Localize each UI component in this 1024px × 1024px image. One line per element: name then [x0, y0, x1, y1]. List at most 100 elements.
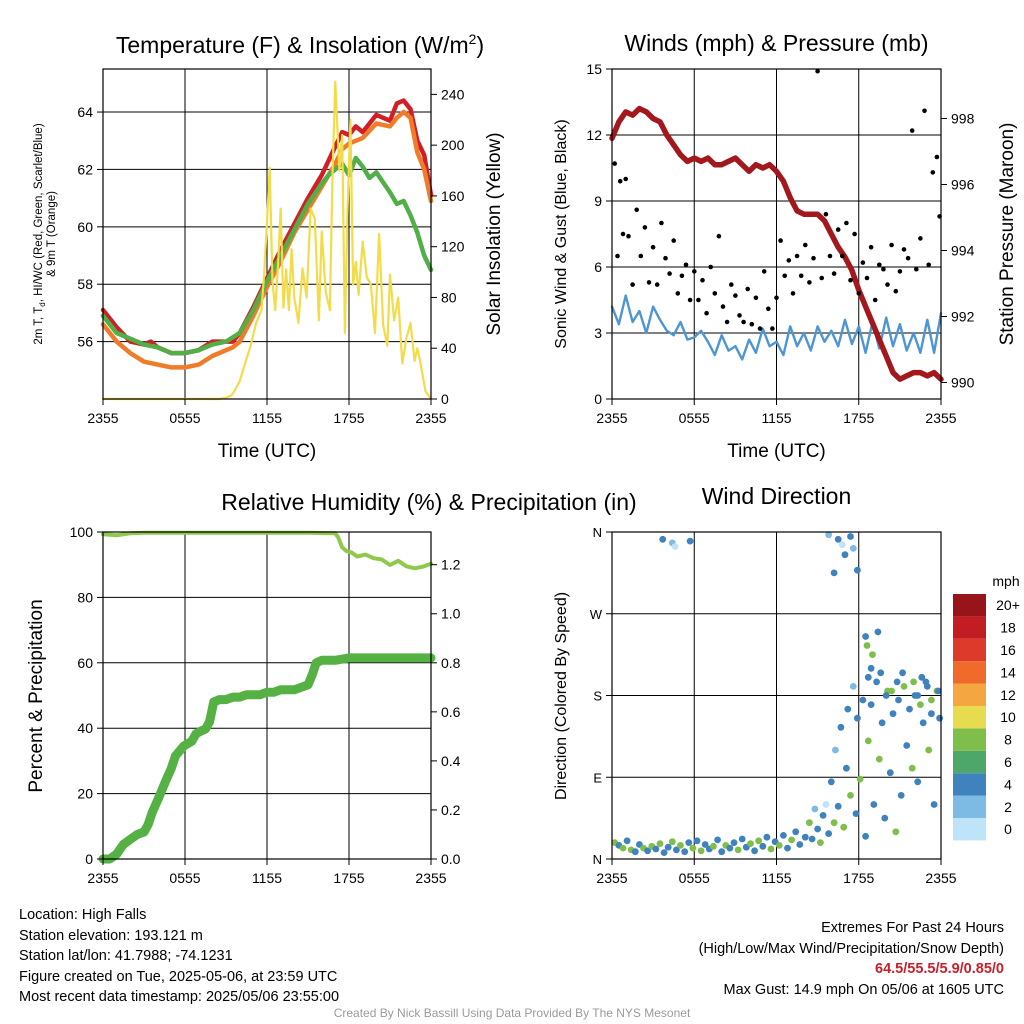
- wind-direction-point: [874, 628, 882, 636]
- gust-point: [634, 207, 639, 213]
- title-close: ): [476, 32, 484, 58]
- wind-direction-point: [930, 801, 938, 808]
- gust-point: [667, 271, 672, 276]
- wind-direction-point: [822, 801, 830, 808]
- y-tick-label-right: 998: [951, 111, 975, 127]
- legend-label: 8: [1004, 732, 1012, 748]
- gust-point: [630, 282, 635, 287]
- chart-title-wind-direction: Wind Direction: [702, 483, 852, 509]
- extremes-info: Extremes For Past 24 Hours (High/Low/Max…: [699, 918, 1004, 1000]
- wind-direction-point: [659, 535, 667, 543]
- gust-point: [675, 291, 681, 296]
- wind-direction-point: [914, 692, 922, 699]
- extremes-legend: (High/Low/Max Wind/Precipitation/Snow De…: [698, 940, 1004, 957]
- y-axis-label-right: Solar Insolation (Yellow): [484, 132, 505, 335]
- wind-direction-point: [838, 541, 846, 549]
- legend-label: 2: [1004, 799, 1012, 815]
- wind-direction-point: [814, 825, 821, 833]
- gust-point: [708, 264, 713, 270]
- gust-point: [901, 247, 907, 252]
- y-axis-label-left-text: Sonic Wind & Gust (Blue, Black): [553, 119, 570, 348]
- y-axis-label-line1: 2m T, Td, HI/WC (Red, Green, Scarlet/Blu…: [33, 123, 47, 344]
- gust-point: [864, 275, 870, 281]
- y-axis-label-left-text: Direction (Colored By Speed): [553, 592, 570, 800]
- latlon-text: Station lat/lon: 41.7988; -74.1231: [19, 948, 233, 964]
- gust-point: [803, 242, 808, 248]
- y-tick-label-left: 64: [77, 104, 93, 120]
- gust-point: [881, 266, 886, 272]
- wind-direction-point: [784, 844, 791, 852]
- wind-direction-point: [914, 778, 922, 786]
- elevation-text: Station elevation: 193.121 m: [19, 927, 203, 944]
- gust-point: [687, 297, 693, 303]
- wind-direction-point: [863, 642, 871, 649]
- wind-direction-point: [817, 839, 824, 846]
- wind-direction-point: [849, 545, 857, 552]
- wind-direction-point: [714, 836, 721, 844]
- gust-point: [612, 161, 617, 166]
- wind-direction-point: [775, 842, 783, 849]
- wind-direction-point: [925, 746, 933, 754]
- wind-direction-point: [734, 846, 742, 854]
- y-tick-label-right: 40: [441, 340, 457, 356]
- wind-direction-point: [881, 814, 889, 822]
- y-tick-label-right: 990: [951, 375, 975, 391]
- wind-direction-point: [843, 764, 850, 772]
- wind-direction-point: [873, 678, 880, 686]
- wind-direction-point: [864, 737, 872, 745]
- series-line-sonic-wind: [610, 294, 943, 361]
- gust-point: [823, 211, 829, 217]
- x-tick-label: 2355: [596, 410, 627, 426]
- gust-point: [712, 291, 718, 296]
- legend-label: 4: [1004, 776, 1012, 792]
- legend-label: 16: [1000, 642, 1016, 658]
- wind-direction-point: [811, 805, 819, 813]
- wind-direction-point: [801, 833, 809, 841]
- wind-direction-point: [854, 566, 861, 574]
- y-tick-label-right: 0.8: [441, 655, 461, 671]
- wind-direction-point: [918, 673, 926, 681]
- gust-point: [646, 280, 652, 285]
- gust-point: [848, 277, 853, 283]
- wind-direction-point: [792, 828, 800, 836]
- gust-point: [663, 255, 668, 261]
- y-tick-label-left: 40: [77, 720, 93, 736]
- wind-direction-point: [862, 832, 869, 840]
- gust-point: [720, 304, 726, 309]
- y-tick-label-right: 1.0: [441, 606, 461, 622]
- x-tick-label: 1155: [761, 870, 791, 886]
- y-tick-label-left: 6: [594, 259, 602, 275]
- extremes-values: 64.5/55.5/5.9/0.85/0: [875, 961, 1004, 977]
- gust-point: [753, 295, 759, 301]
- wind-direction-point: [644, 847, 651, 855]
- gust-point: [659, 220, 664, 226]
- x-tick-label: 1755: [843, 870, 874, 886]
- wind-direction-point: [710, 842, 717, 850]
- wind-direction-point: [897, 792, 905, 799]
- x-tick-label: 1155: [252, 870, 282, 886]
- gust-point: [638, 253, 644, 259]
- wind-direction-point: [834, 802, 842, 810]
- wind-direction-point: [656, 840, 664, 847]
- wind-direction-point: [889, 710, 897, 718]
- wind-direction-point: [856, 775, 864, 783]
- gust-point: [926, 262, 931, 268]
- wind-direction-point: [738, 835, 746, 843]
- x-tick-label: 2355: [87, 410, 118, 426]
- y-tick-label-right: 1.2: [441, 557, 461, 573]
- gust-point: [650, 244, 656, 250]
- y-tick-label-left: E: [593, 770, 602, 785]
- wind-direction-point: [928, 710, 935, 718]
- gust-point: [909, 128, 915, 133]
- gust-point: [761, 269, 767, 274]
- chart-title-temperature: Temperature (F) & Insolation (W/m2): [116, 31, 484, 58]
- wind-direction-point: [888, 687, 895, 695]
- gust-point: [724, 319, 730, 325]
- x-tick-label: 2355: [415, 870, 446, 886]
- gust-point: [745, 286, 750, 292]
- wind-direction-point: [834, 535, 842, 543]
- credit-text: Created By Nick Bassill Using Data Provi…: [333, 1006, 691, 1020]
- y-tick-label-right: 120: [441, 239, 465, 255]
- gust-point: [786, 258, 792, 263]
- gust-point: [782, 273, 787, 279]
